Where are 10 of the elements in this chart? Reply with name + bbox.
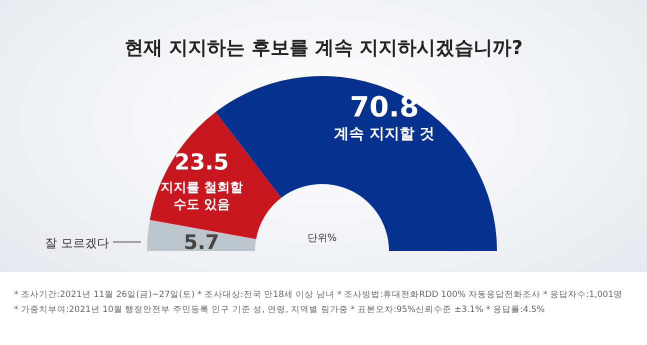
chart-title: 현재 지지하는 후보를 계속 지지하시겠습니까? [124,37,523,59]
slice-label: 계속 지지할 것 [334,124,435,143]
slice-label: 잘 모르겠다 [45,236,109,250]
text: 단위% [307,233,337,244]
data-label: 23.5 [174,150,229,176]
data-label: 5.7 [184,230,220,254]
text: * 가중치부여:2021년 10월 행정안전부 주민등록 인구 기준 성, 연령, 지역별 림가중 * 표본오차:95%신뢰수준 ±3.1% * 응답률:4.5% [14,305,545,315]
data-label: 70.8 [350,90,419,124]
text: * 조사기간:2021년 11월 26일(금)~27일(토) * 조사대상:전국 만18세 이상 남녀 * 조사방법:휴대전화RDD 100% 자동응답전화조사 * 응답자수:1,001명 [14,290,623,300]
slice-label: 지지를 철회할 수도 있음 [160,180,243,213]
